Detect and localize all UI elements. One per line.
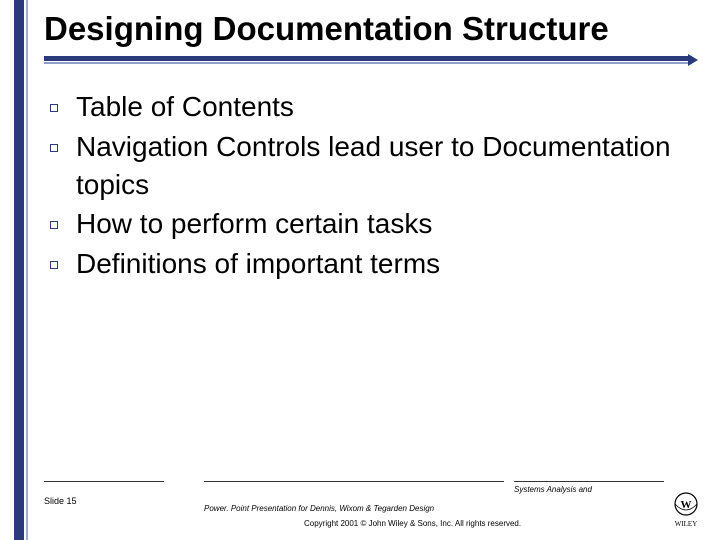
list-item: Definitions of important terms: [50, 245, 704, 283]
footer-right-text: Systems Analysis and: [514, 485, 592, 494]
footer-divider: [204, 481, 504, 482]
stripe-bar-light: [26, 0, 28, 540]
slide-title: Designing Documentation Structure: [44, 0, 704, 54]
slide-content: Designing Documentation Structure Table …: [44, 0, 704, 540]
bullet-square-icon: [50, 261, 58, 269]
bullet-square-icon: [50, 104, 58, 112]
bullet-list: Table of Contents Navigation Controls le…: [44, 84, 704, 283]
footer-divider: [514, 481, 664, 482]
list-item: Table of Contents: [50, 88, 704, 126]
underline-bar-light: [44, 62, 692, 64]
bullet-square-icon: [50, 144, 58, 152]
slide-footer: Slide 15 Power. Point Presentation for D…: [44, 470, 704, 530]
footer-mid-text: Power. Point Presentation for Dennis, Wi…: [204, 504, 504, 514]
logo-label: WILEY: [675, 520, 698, 528]
bullet-square-icon: [50, 221, 58, 229]
underline-arrow-icon: [688, 54, 698, 66]
copyright-text: Copyright 2001 © John Wiley & Sons, Inc.…: [304, 519, 521, 528]
left-accent-stripe: [0, 0, 34, 540]
list-item-text: How to perform certain tasks: [76, 205, 432, 243]
list-item: How to perform certain tasks: [50, 205, 704, 243]
title-underline: [44, 56, 704, 66]
footer-divider: [44, 481, 164, 482]
list-item-text: Navigation Controls lead user to Documen…: [76, 128, 704, 204]
list-item-text: Definitions of important terms: [76, 245, 440, 283]
underline-bar-dark: [44, 56, 692, 61]
wiley-logo-icon: W WILEY: [666, 490, 706, 530]
stripe-bar-dark: [14, 0, 24, 540]
slide-number: Slide 15: [44, 496, 77, 506]
list-item: Navigation Controls lead user to Documen…: [50, 128, 704, 204]
list-item-text: Table of Contents: [76, 88, 294, 126]
